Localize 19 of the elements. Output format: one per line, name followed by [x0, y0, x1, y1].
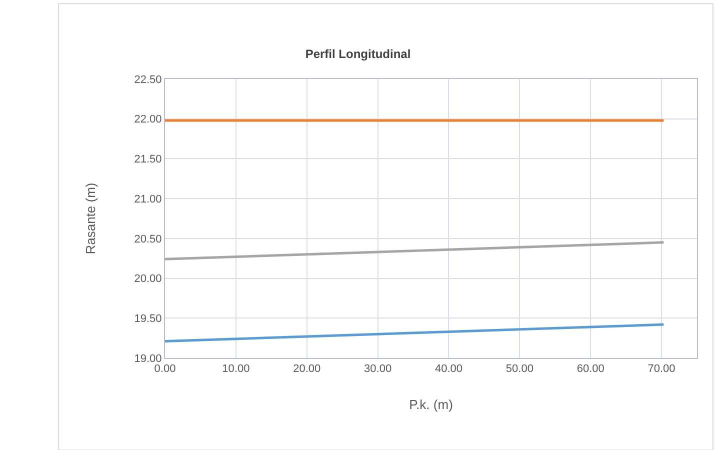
x-tick-label: 30.00	[364, 363, 392, 376]
x-tick-label: 50.00	[506, 363, 534, 376]
y-tick-label: 21.00	[134, 193, 162, 206]
y-tick-label: 19.00	[134, 352, 162, 365]
y-tick-label: 20.00	[134, 273, 162, 286]
chart-title: Perfil Longitudinal	[305, 47, 411, 62]
x-tick-label: 20.00	[293, 363, 321, 376]
x-axis-title: P.k. (m)	[409, 396, 453, 412]
y-axis-title: Rasante (m)	[83, 182, 98, 254]
y-tick-label: 22.50	[134, 74, 162, 86]
x-tick-label: 10.00	[222, 363, 250, 376]
y-tick-label: 21.50	[134, 154, 162, 166]
y-tick-label: 20.50	[134, 233, 162, 246]
x-tick-label: 60.00	[576, 363, 604, 376]
x-tick-label: 40.00	[434, 363, 462, 376]
x-tick-label: 0.00	[154, 363, 176, 376]
x-tick-label: 70.00	[648, 363, 676, 376]
y-tick-label: 22.00	[134, 114, 162, 126]
y-tick-label: 19.50	[134, 312, 162, 325]
